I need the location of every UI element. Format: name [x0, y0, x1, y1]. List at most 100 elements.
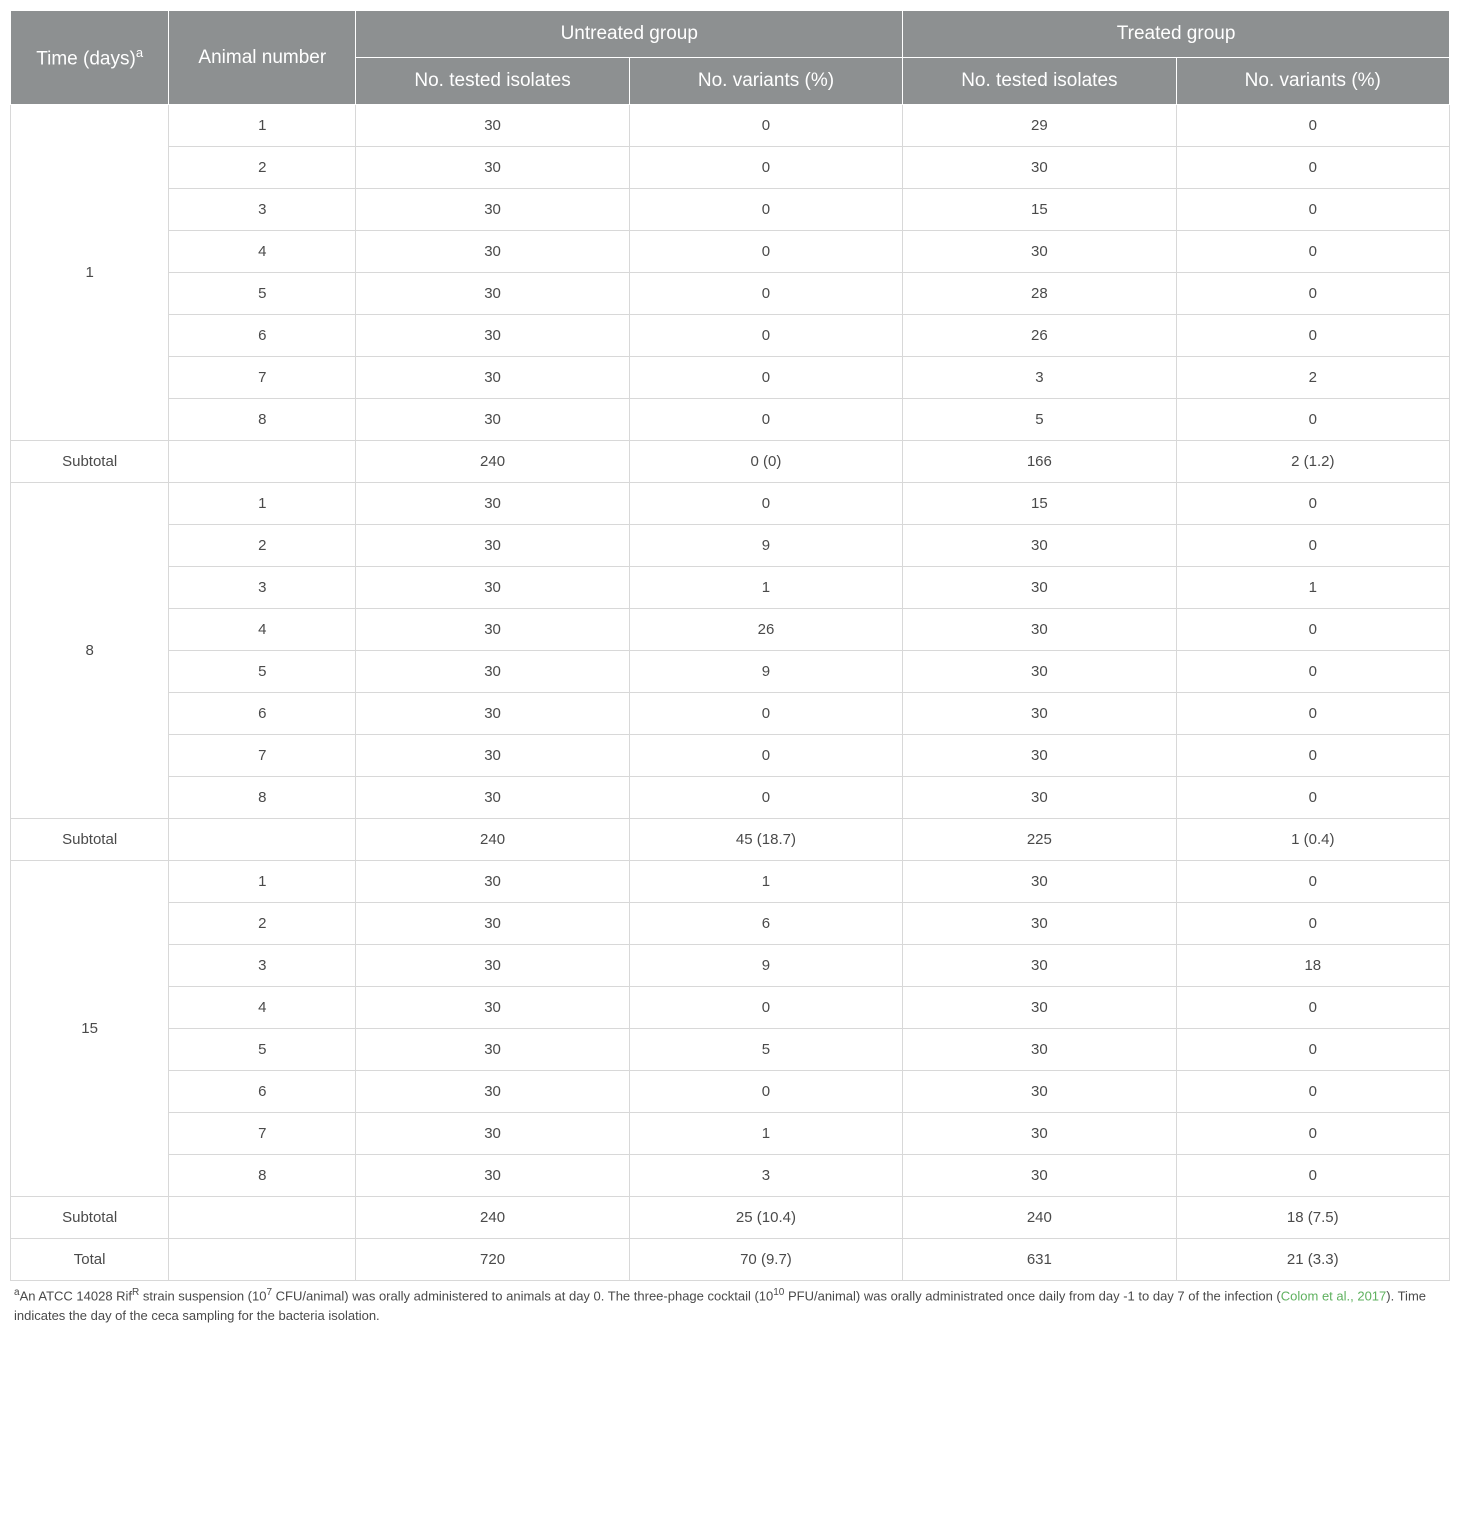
data-cell: 0 [629, 315, 902, 357]
footnote-text-3: CFU/animal) was orally administered to a… [272, 1288, 773, 1303]
data-cell: 30 [903, 945, 1176, 987]
data-cell: 0 [1176, 315, 1449, 357]
table-row: 3301301 [11, 567, 1450, 609]
data-cell: 2 [1176, 357, 1449, 399]
data-cell: 0 [1176, 903, 1449, 945]
data-cell: 30 [903, 903, 1176, 945]
subtotal-label: Subtotal [11, 819, 169, 861]
data-cell: 0 [1176, 1113, 1449, 1155]
data-cell: 0 [1176, 483, 1449, 525]
data-cell: 30 [356, 735, 629, 777]
table-row: 151301300 [11, 861, 1450, 903]
total-row: Total72070 (9.7)63121 (3.3) [11, 1239, 1450, 1281]
table-row: 730032 [11, 357, 1450, 399]
data-cell: 0 [629, 357, 902, 399]
data-cell: 30 [356, 777, 629, 819]
table-row: 5309300 [11, 651, 1450, 693]
subtotal-cell: 240 [356, 819, 629, 861]
subtotal-cell: 166 [903, 441, 1176, 483]
data-cell: 9 [629, 651, 902, 693]
table-row: 2300300 [11, 147, 1450, 189]
subtotal-cell: 1 (0.4) [1176, 819, 1449, 861]
table-row: 3300150 [11, 189, 1450, 231]
table-row: 33093018 [11, 945, 1450, 987]
table-row: 5300280 [11, 273, 1450, 315]
subtotal-cell: 240 [356, 1197, 629, 1239]
data-cell: 29 [903, 105, 1176, 147]
data-cell: 7 [169, 735, 356, 777]
data-cell: 0 [629, 777, 902, 819]
header-u-variants: No. variants (%) [629, 58, 902, 105]
data-cell: 4 [169, 609, 356, 651]
table-row: 8300300 [11, 777, 1450, 819]
data-cell: 30 [903, 1155, 1176, 1197]
data-cell: 0 [629, 483, 902, 525]
data-cell: 9 [629, 945, 902, 987]
data-cell: 0 [1176, 861, 1449, 903]
data-cell: 30 [903, 231, 1176, 273]
data-cell: 30 [356, 693, 629, 735]
footnote: aAn ATCC 14028 RifR strain suspension (1… [10, 1283, 1450, 1327]
header-t-variants: No. variants (%) [1176, 58, 1449, 105]
data-cell: 30 [356, 945, 629, 987]
data-cell: 30 [903, 1113, 1176, 1155]
data-cell: 1 [169, 861, 356, 903]
data-cell: 0 [629, 105, 902, 147]
table-row: 6300300 [11, 693, 1450, 735]
data-cell: 0 [1176, 105, 1449, 147]
empty-cell [169, 819, 356, 861]
data-cell: 9 [629, 525, 902, 567]
data-cell: 7 [169, 1113, 356, 1155]
data-cell: 0 [1176, 777, 1449, 819]
table-row: 2309300 [11, 525, 1450, 567]
data-cell: 7 [169, 357, 356, 399]
footnote-text-4: PFU/animal) was orally administrated onc… [784, 1288, 1280, 1303]
data-cell: 0 [629, 189, 902, 231]
total-label: Total [11, 1239, 169, 1281]
table-row: 11300290 [11, 105, 1450, 147]
table-row: 6300300 [11, 1071, 1450, 1113]
data-cell: 0 [629, 399, 902, 441]
total-cell: 720 [356, 1239, 629, 1281]
data-cell: 30 [356, 483, 629, 525]
data-cell: 0 [629, 693, 902, 735]
data-cell: 6 [169, 1071, 356, 1113]
subtotal-cell: 45 (18.7) [629, 819, 902, 861]
data-cell: 1 [169, 105, 356, 147]
data-cell: 30 [903, 609, 1176, 651]
subtotal-cell: 2 (1.2) [1176, 441, 1449, 483]
header-time-sup: a [136, 45, 143, 60]
data-cell: 0 [629, 231, 902, 273]
data-cell: 30 [903, 735, 1176, 777]
data-cell: 30 [903, 1071, 1176, 1113]
subtotal-cell: 240 [903, 1197, 1176, 1239]
data-cell: 0 [1176, 1155, 1449, 1197]
data-cell: 8 [169, 1155, 356, 1197]
table-row: 4300300 [11, 231, 1450, 273]
data-cell: 0 [1176, 1029, 1449, 1071]
footnote-text-2: strain suspension (10 [139, 1288, 266, 1303]
table-row: 2306300 [11, 903, 1450, 945]
header-t-tested: No. tested isolates [903, 58, 1176, 105]
data-cell: 4 [169, 987, 356, 1029]
data-cell: 26 [903, 315, 1176, 357]
data-cell: 4 [169, 231, 356, 273]
data-cell: 15 [903, 189, 1176, 231]
empty-cell [169, 441, 356, 483]
data-cell: 0 [1176, 189, 1449, 231]
time-cell: 15 [11, 861, 169, 1197]
data-cell: 30 [356, 609, 629, 651]
header-animal: Animal number [169, 11, 356, 105]
data-cell: 0 [1176, 231, 1449, 273]
footnote-citation: Colom et al., 2017 [1281, 1288, 1387, 1303]
data-cell: 6 [169, 315, 356, 357]
subtotal-cell: 25 (10.4) [629, 1197, 902, 1239]
data-cell: 30 [903, 147, 1176, 189]
header-time-text: Time (days) [36, 48, 136, 69]
header-untreated: Untreated group [356, 11, 903, 58]
data-cell: 0 [1176, 609, 1449, 651]
data-cell: 1 [629, 1113, 902, 1155]
data-cell: 30 [356, 273, 629, 315]
subtotal-cell: 0 (0) [629, 441, 902, 483]
data-cell: 0 [1176, 1071, 1449, 1113]
